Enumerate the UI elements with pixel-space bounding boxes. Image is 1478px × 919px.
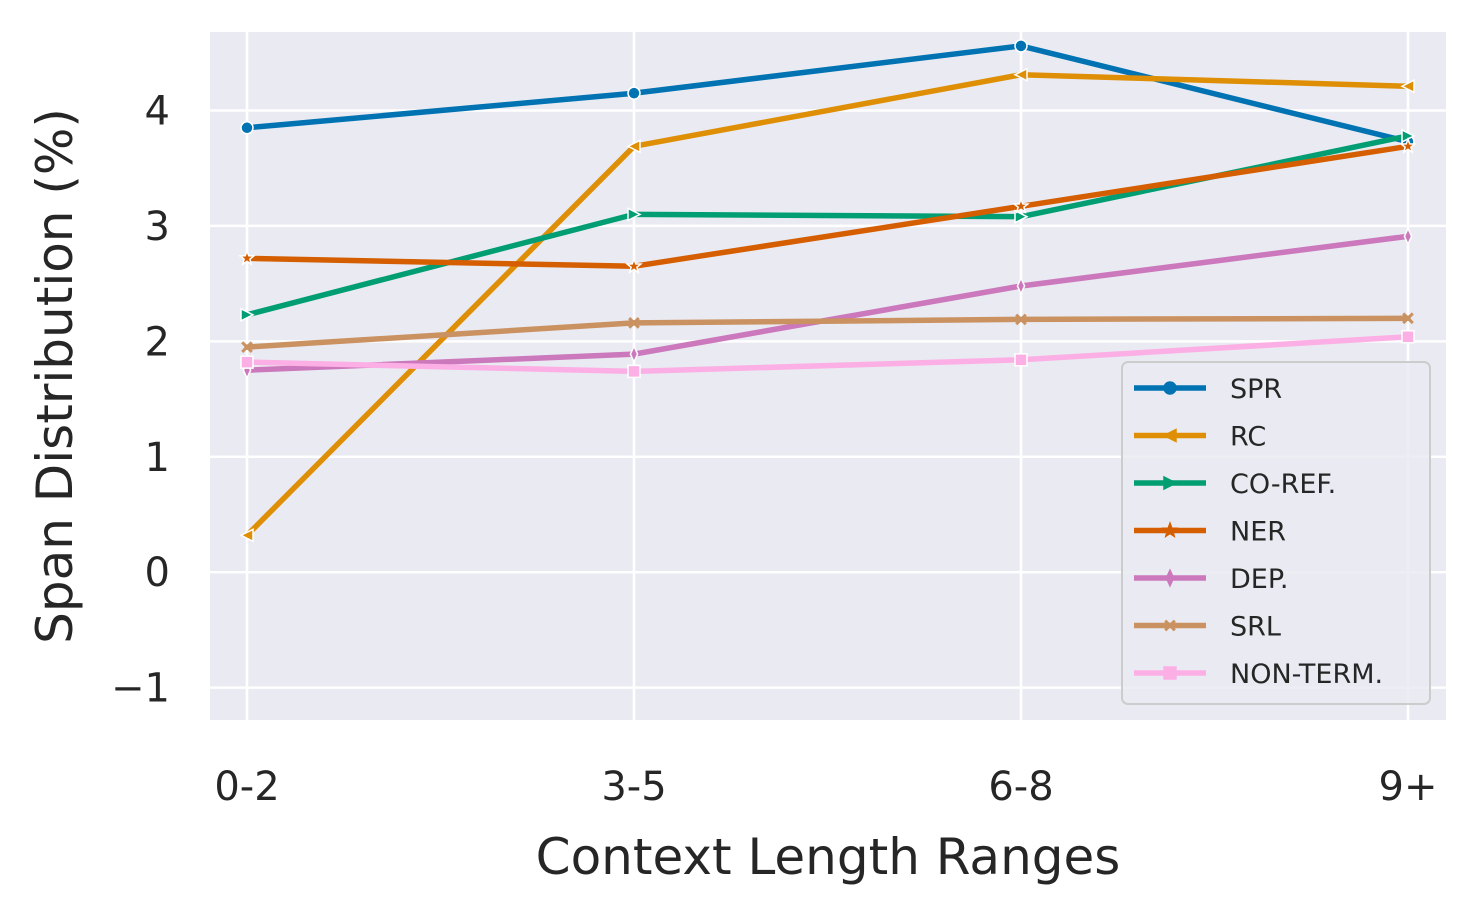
y-tick-label: 0 [145, 550, 170, 596]
series-line [244, 43, 1411, 145]
x-axis-title: Context Length Ranges [536, 828, 1121, 886]
data-point [240, 307, 255, 323]
legend-label: DEP. [1230, 564, 1289, 595]
data-point [626, 139, 641, 154]
legend-label: SPR [1230, 374, 1282, 405]
legend-marker [1163, 475, 1178, 491]
data-point [627, 364, 641, 379]
legend-frame [1121, 361, 1431, 705]
legend: SPR RC CO-REF. NER DEP. SRL NON-TERM. [1121, 361, 1431, 705]
data-point [240, 121, 254, 135]
y-tick-label: 2 [145, 319, 170, 365]
data-point [1015, 313, 1027, 326]
legend-marker [1164, 619, 1176, 632]
legend-marker [1162, 428, 1177, 443]
data-point [1400, 79, 1415, 94]
series-markers [238, 39, 1417, 543]
legend-label: RC [1230, 422, 1266, 453]
y-tick-label: 3 [145, 204, 170, 250]
series-line [244, 71, 1411, 539]
legend-label: CO-REF. [1230, 469, 1336, 500]
legend-label: NON-TERM. [1230, 659, 1383, 690]
series-lines [244, 43, 1411, 539]
legend-marker [1163, 381, 1177, 395]
legend-marker [1163, 666, 1177, 680]
data-point [1016, 276, 1026, 296]
data-point [627, 207, 642, 222]
data-point [625, 256, 643, 274]
series-line [244, 315, 1411, 350]
y-axis-title: Span Distribution (%) [26, 108, 84, 644]
x-tick-label: 9+ [1379, 764, 1438, 810]
y-tick-label: 1 [145, 435, 170, 481]
legend-marker [1165, 568, 1175, 588]
data-point [628, 317, 640, 329]
series-line [244, 143, 1411, 270]
y-tick-label: −1 [111, 666, 170, 712]
data-point [241, 341, 253, 354]
x-tick-label: 6-8 [988, 764, 1053, 810]
y-tick-label: 4 [145, 88, 170, 134]
data-point [1014, 209, 1029, 224]
x-tick-label: 0-2 [214, 764, 279, 810]
data-point [1401, 330, 1415, 344]
data-point [1402, 312, 1414, 325]
data-point [239, 528, 254, 543]
data-point [1012, 196, 1030, 214]
data-point [1014, 353, 1028, 367]
data-point [238, 249, 256, 266]
data-point [627, 86, 641, 100]
legend-label: NER [1230, 517, 1286, 548]
y-axis-ticks: −1 0 1 2 3 4 [111, 88, 170, 711]
series-line [244, 334, 1411, 375]
data-point [1399, 136, 1417, 154]
x-tick-label: 3-5 [601, 764, 666, 810]
legend-marker [1161, 521, 1179, 539]
data-point [1014, 39, 1028, 53]
data-point [240, 355, 254, 369]
data-point [1403, 226, 1413, 246]
data-point [1013, 67, 1028, 82]
legend-label: SRL [1230, 612, 1281, 643]
data-point [629, 344, 639, 364]
x-axis-ticks: 0-2 3-5 6-8 9+ [214, 764, 1437, 810]
